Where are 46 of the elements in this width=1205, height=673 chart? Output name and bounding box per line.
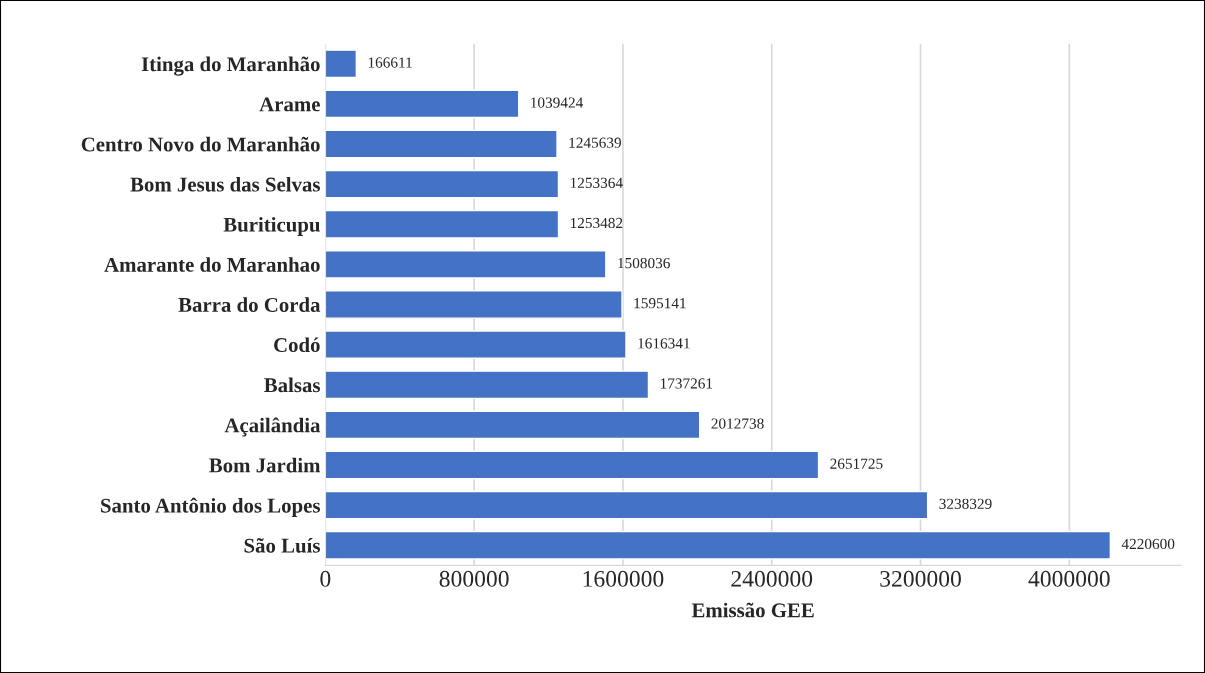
data-label: 1737261 bbox=[660, 378, 713, 389]
x-tick-label: 2400000 bbox=[731, 570, 813, 587]
y-tick-label: São Luís bbox=[244, 537, 320, 553]
y-tick-label: Buriticupu bbox=[223, 217, 320, 236]
data-label: 1616341 bbox=[638, 338, 690, 349]
data-label: 1253364 bbox=[570, 177, 623, 188]
y-tick-label: Açailândia bbox=[224, 417, 321, 437]
bar bbox=[325, 490, 929, 520]
bar bbox=[325, 129, 558, 159]
x-tick-label: 0 bbox=[320, 570, 331, 587]
data-label: 1253482 bbox=[570, 217, 623, 229]
y-tick-label: Codó bbox=[274, 337, 320, 353]
y-tick-label: Santo Antônio dos Lopes bbox=[101, 497, 320, 517]
data-label: 2012738 bbox=[711, 418, 764, 429]
bar bbox=[325, 450, 820, 480]
bar bbox=[325, 530, 1112, 560]
y-tick-label: Arame bbox=[259, 97, 320, 112]
data-label: 3238329 bbox=[939, 498, 992, 509]
x-tick-label: 1600000 bbox=[583, 570, 664, 587]
y-tick-label: Amarante do Maranhao bbox=[104, 257, 320, 272]
bar bbox=[325, 370, 650, 400]
data-label: 1595141 bbox=[634, 298, 686, 309]
bar bbox=[325, 209, 560, 239]
x-tick-label: 4000000 bbox=[1028, 570, 1110, 587]
y-tick-label: Centro Novo do Maranhão bbox=[81, 136, 320, 152]
bar bbox=[325, 169, 560, 199]
x-tick-label: 800000 bbox=[439, 570, 509, 587]
bar bbox=[325, 250, 607, 279]
y-tick-label: Itinga do Maranhão bbox=[141, 56, 320, 76]
data-label: 1508036 bbox=[618, 257, 670, 269]
data-label: 4220600 bbox=[1121, 538, 1175, 550]
bar bbox=[325, 89, 520, 119]
x-tick-label: 3200000 bbox=[880, 570, 961, 587]
y-tick-label: Balsas bbox=[264, 377, 320, 393]
y-tick-label: Barra do Corda bbox=[178, 297, 321, 312]
data-label: 166611 bbox=[368, 57, 412, 68]
bar bbox=[325, 330, 627, 359]
x-axis-title: Emissão GEE bbox=[691, 602, 814, 618]
y-tick-label: Bom Jardim bbox=[209, 457, 321, 473]
bar bbox=[325, 290, 623, 319]
y-tick-label: Bom Jesus das Selvas bbox=[130, 176, 320, 192]
data-label: 1039424 bbox=[531, 97, 584, 108]
data-label: 1245639 bbox=[569, 137, 621, 148]
data-label: 2651725 bbox=[830, 458, 883, 469]
bar bbox=[325, 410, 701, 440]
bar bbox=[325, 49, 358, 79]
